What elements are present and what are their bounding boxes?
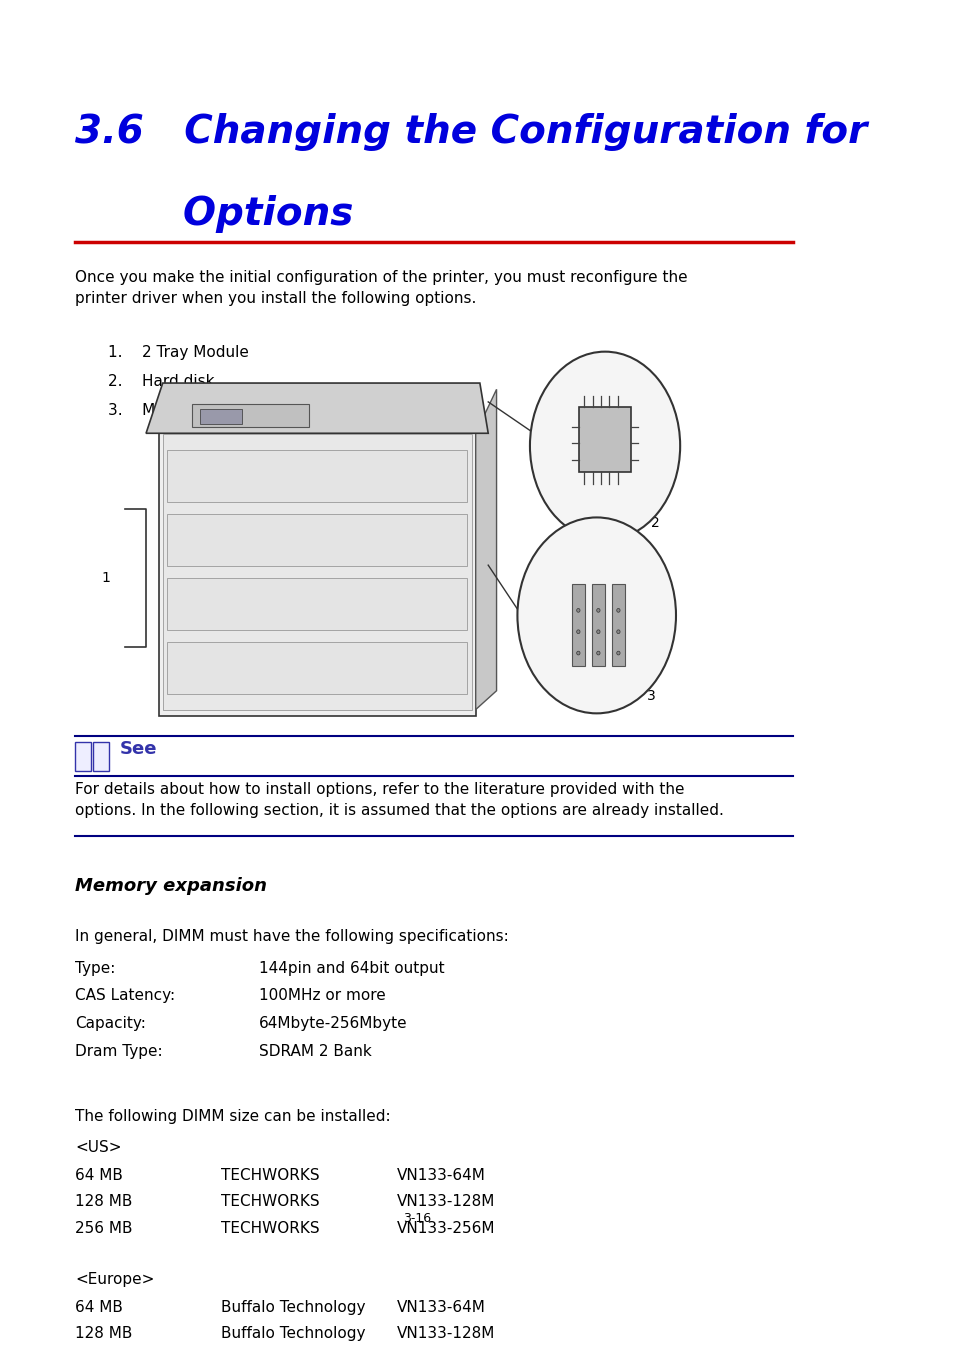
Text: CAS Latency:: CAS Latency: [75,989,175,1004]
Text: Buffalo Technology: Buffalo Technology [221,1300,365,1315]
FancyBboxPatch shape [200,409,242,424]
Text: 256 MB: 256 MB [75,1221,132,1236]
Text: SDRAM 2 Bank: SDRAM 2 Bank [258,1044,371,1059]
Text: 3.    Memory expansion: 3. Memory expansion [109,403,288,419]
Ellipse shape [596,651,599,655]
Text: 1.    2 Tray Module: 1. 2 Tray Module [109,346,249,361]
FancyBboxPatch shape [167,515,467,566]
Text: 64Mbyte-256Mbyte: 64Mbyte-256Mbyte [258,1016,407,1031]
Text: VN133-256M: VN133-256M [396,1221,495,1236]
Ellipse shape [576,630,579,634]
Text: Type:: Type: [75,961,115,975]
Text: VN133-128M: VN133-128M [396,1194,495,1209]
Text: 100MHz or more: 100MHz or more [258,989,385,1004]
Text: 128 MB: 128 MB [75,1194,132,1209]
FancyBboxPatch shape [167,450,467,501]
FancyBboxPatch shape [167,578,467,630]
Text: 2: 2 [650,516,659,530]
Text: 3-16: 3-16 [403,1212,431,1224]
Text: Capacity:: Capacity: [75,1016,146,1031]
Text: Memory expansion: Memory expansion [75,877,267,894]
Text: 1: 1 [101,570,110,585]
Text: 64 MB: 64 MB [75,1300,123,1315]
Text: <US>: <US> [75,1140,121,1155]
FancyBboxPatch shape [591,584,604,666]
Ellipse shape [517,517,676,713]
Ellipse shape [616,651,619,655]
Ellipse shape [596,630,599,634]
Text: Dram Type:: Dram Type: [75,1044,163,1059]
Ellipse shape [616,630,619,634]
Text: 2.    Hard disk: 2. Hard disk [109,374,214,389]
Text: TECHWORKS: TECHWORKS [221,1221,319,1236]
Polygon shape [476,389,497,709]
Text: TECHWORKS: TECHWORKS [221,1194,319,1209]
FancyBboxPatch shape [93,742,110,771]
FancyBboxPatch shape [158,417,476,716]
Text: The following DIMM size can be installed:: The following DIMM size can be installed… [75,1109,391,1124]
Ellipse shape [576,608,579,612]
Text: 3.6   Changing the Configuration for: 3.6 Changing the Configuration for [75,113,866,151]
Text: VN133-64M: VN133-64M [396,1169,485,1183]
Ellipse shape [616,608,619,612]
Text: TECHWORKS: TECHWORKS [221,1169,319,1183]
FancyBboxPatch shape [611,584,624,666]
FancyBboxPatch shape [571,584,584,666]
FancyBboxPatch shape [75,742,91,771]
FancyBboxPatch shape [192,404,309,427]
Text: 144pin and 64bit output: 144pin and 64bit output [258,961,444,975]
FancyBboxPatch shape [163,434,471,709]
Text: <Europe>: <Europe> [75,1273,154,1288]
Text: 128 MB: 128 MB [75,1327,132,1342]
Text: VN133-64M: VN133-64M [396,1300,485,1315]
Text: Once you make the initial configuration of the printer, you must reconfigure the: Once you make the initial configuration … [75,270,687,307]
Text: For details about how to install options, refer to the literature provided with : For details about how to install options… [75,782,723,819]
Text: 3: 3 [646,689,655,704]
Text: In general, DIMM must have the following specifications:: In general, DIMM must have the following… [75,929,508,944]
Ellipse shape [576,651,579,655]
Text: 64 MB: 64 MB [75,1169,123,1183]
Polygon shape [146,384,488,434]
Ellipse shape [529,351,679,540]
FancyBboxPatch shape [167,643,467,693]
Ellipse shape [596,608,599,612]
Text: See: See [120,740,157,758]
Text: Options: Options [75,195,354,232]
FancyBboxPatch shape [578,407,630,473]
Text: Buffalo Technology: Buffalo Technology [221,1327,365,1342]
Text: VN133-128M: VN133-128M [396,1327,495,1342]
